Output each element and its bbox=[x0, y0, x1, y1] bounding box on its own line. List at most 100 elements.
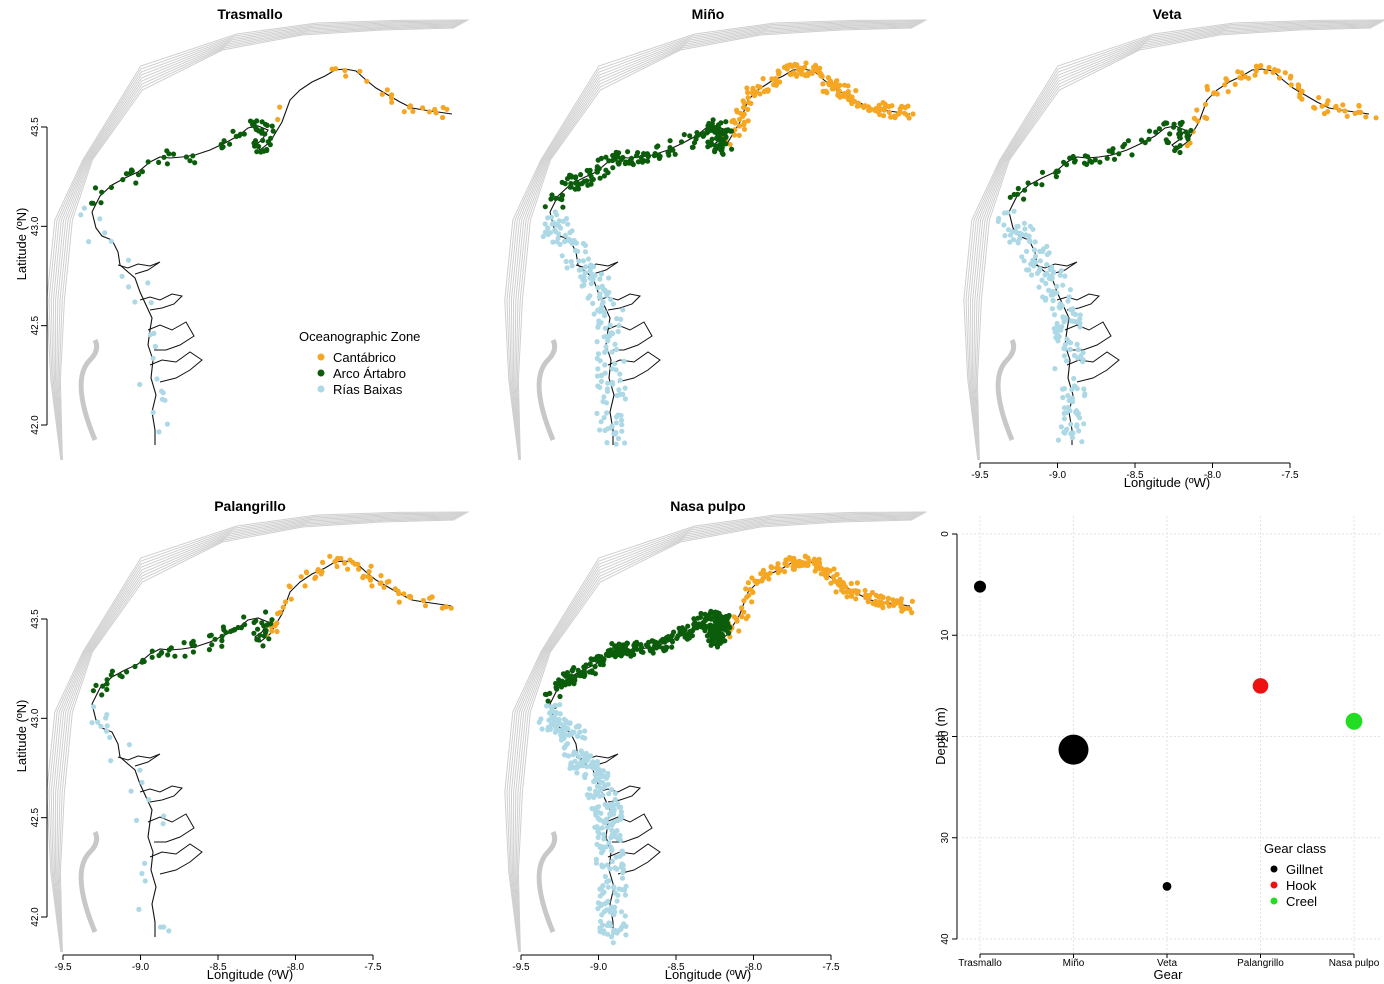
catch-point bbox=[563, 258, 569, 265]
catch-point bbox=[839, 587, 845, 593]
catch-point bbox=[553, 229, 559, 235]
catch-point bbox=[695, 615, 701, 621]
catch-point bbox=[716, 614, 722, 620]
catch-point bbox=[596, 784, 602, 790]
catch-point bbox=[611, 431, 617, 437]
catch-point bbox=[727, 141, 733, 147]
catch-point bbox=[544, 703, 550, 709]
catch-point bbox=[603, 348, 609, 354]
catch-point bbox=[1015, 185, 1021, 192]
catch-point bbox=[618, 412, 624, 419]
catch-point bbox=[608, 844, 614, 850]
catch-point bbox=[596, 322, 602, 328]
catch-point bbox=[1076, 428, 1082, 434]
catch-point bbox=[861, 103, 867, 109]
catch-point bbox=[1032, 253, 1039, 259]
catch-point bbox=[601, 832, 607, 838]
catch-point bbox=[440, 104, 446, 111]
catch-point bbox=[1061, 410, 1067, 416]
catch-point bbox=[559, 727, 565, 733]
catch-point bbox=[1097, 159, 1103, 165]
y-tick-label: 20 bbox=[940, 731, 951, 743]
zone-legend-swatch-0 bbox=[317, 353, 325, 361]
bathymetry-contour bbox=[58, 26, 457, 461]
catch-point bbox=[849, 100, 855, 107]
map-x-tick-label: -8.5 bbox=[209, 962, 227, 973]
catch-point bbox=[125, 257, 132, 263]
catch-point bbox=[1005, 210, 1011, 216]
catch-point bbox=[1042, 297, 1049, 303]
catch-point bbox=[302, 583, 308, 589]
catch-point bbox=[557, 702, 563, 708]
catch-point bbox=[596, 318, 602, 324]
catch-point bbox=[560, 204, 566, 210]
catch-point bbox=[420, 597, 426, 604]
catch-point bbox=[594, 410, 600, 416]
catch-point bbox=[1087, 158, 1093, 164]
catch-point bbox=[603, 400, 610, 406]
catch-point bbox=[609, 787, 615, 793]
bathymetry-contour bbox=[46, 511, 469, 953]
catch-point bbox=[712, 147, 718, 153]
map-x-tick-label: -9.5 bbox=[54, 962, 72, 973]
catch-point bbox=[603, 344, 609, 350]
catch-point bbox=[614, 346, 620, 353]
catch-point bbox=[608, 296, 614, 302]
catch-point bbox=[599, 284, 605, 290]
catch-point bbox=[595, 366, 601, 372]
catch-point bbox=[1171, 121, 1177, 127]
catch-point bbox=[1022, 226, 1028, 232]
catch-point bbox=[727, 624, 733, 631]
catch-point bbox=[209, 642, 215, 648]
catch-point bbox=[1069, 386, 1075, 393]
catch-point bbox=[652, 151, 658, 157]
catch-point bbox=[600, 792, 606, 798]
shelf-edge-contour bbox=[536, 338, 558, 441]
catch-point bbox=[558, 733, 564, 739]
catch-point bbox=[334, 563, 340, 570]
bathymetry-contour bbox=[508, 513, 924, 953]
catch-point bbox=[1061, 416, 1067, 422]
catch-point bbox=[682, 634, 688, 640]
catch-point bbox=[586, 669, 593, 675]
catch-point bbox=[170, 151, 177, 157]
catch-point bbox=[604, 931, 611, 937]
catch-point bbox=[1050, 288, 1056, 295]
catch-point bbox=[227, 141, 233, 147]
catch-point bbox=[164, 421, 170, 427]
catch-point bbox=[1005, 227, 1011, 233]
catch-point bbox=[1001, 222, 1007, 228]
map-title: Trasmallo bbox=[217, 6, 282, 22]
catch-point bbox=[829, 82, 835, 88]
catch-point bbox=[545, 698, 551, 704]
catch-point bbox=[691, 624, 697, 631]
catch-point bbox=[578, 266, 584, 273]
catch-point bbox=[157, 924, 164, 930]
catch-point bbox=[604, 651, 610, 657]
catch-point bbox=[881, 107, 887, 113]
catch-point bbox=[603, 819, 609, 825]
catch-point bbox=[707, 623, 713, 629]
catch-point bbox=[873, 592, 879, 598]
catch-point bbox=[540, 233, 546, 240]
catch-point bbox=[1026, 267, 1032, 273]
catch-point bbox=[139, 779, 145, 786]
catch-point bbox=[1232, 81, 1238, 87]
bathymetry-contour bbox=[516, 518, 915, 953]
catch-point bbox=[589, 177, 595, 183]
catch-point bbox=[615, 892, 621, 898]
catch-point bbox=[614, 866, 620, 872]
catch-point bbox=[590, 300, 596, 306]
catch-point bbox=[119, 273, 125, 279]
catch-point bbox=[343, 73, 349, 79]
catch-point bbox=[572, 674, 578, 680]
catch-point bbox=[607, 920, 613, 926]
catch-point bbox=[585, 256, 592, 262]
catch-point bbox=[614, 414, 620, 420]
catch-point bbox=[598, 155, 604, 161]
catch-point bbox=[1061, 429, 1067, 435]
catch-point bbox=[553, 680, 559, 687]
catch-point bbox=[820, 81, 826, 87]
catch-point bbox=[550, 239, 556, 245]
catch-point bbox=[1030, 257, 1036, 263]
